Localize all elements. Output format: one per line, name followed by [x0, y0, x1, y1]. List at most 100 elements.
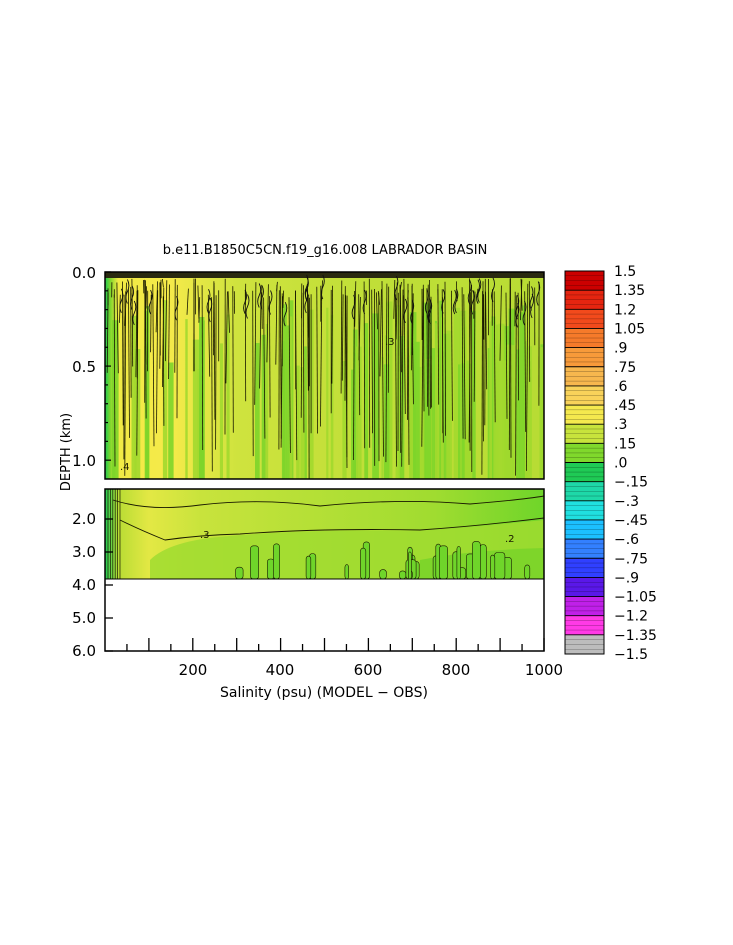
contour-line: [304, 276, 309, 302]
contour-line: [145, 286, 147, 309]
contour-line: [421, 284, 424, 447]
contour-streak: [296, 365, 300, 479]
contour-line: [275, 284, 278, 365]
contour-line: [243, 289, 248, 315]
contour-streak: [430, 348, 436, 479]
contour-line: [162, 296, 165, 426]
contour-streak: [168, 362, 174, 479]
axis-ticks: [105, 271, 545, 652]
contour-line: [456, 281, 458, 302]
contour-streak: [185, 319, 188, 479]
contour-line: [461, 287, 464, 439]
colorbar-swatch: [565, 405, 604, 425]
colorbar-swatch: [565, 481, 604, 502]
y-tick-label: 0.5: [72, 358, 96, 376]
contour-line: [295, 290, 298, 461]
colorbar-label: −.6: [614, 532, 639, 548]
colorbar-label: −1.2: [614, 609, 648, 625]
colorbar-swatch: [565, 424, 604, 444]
contour-line: [515, 295, 517, 476]
colorbar-swatch: [565, 596, 604, 617]
contour-line: [520, 278, 523, 311]
contour-line: [207, 294, 211, 377]
contour-streak: [192, 339, 200, 479]
contour-line: [451, 290, 453, 421]
contour-line: [124, 291, 127, 476]
contour-streak: [389, 334, 393, 479]
contour-line: [403, 278, 406, 415]
contour-label: .3: [200, 530, 210, 541]
contour-line: [362, 289, 367, 315]
contour-streak: [519, 312, 525, 479]
contour-line: [400, 290, 402, 373]
colorbar-swatch: [565, 385, 604, 406]
contour-line: [371, 289, 373, 434]
contour-line: [437, 284, 440, 405]
contour-line: [302, 285, 305, 433]
contour-line: [429, 279, 431, 409]
contour-line: [260, 285, 264, 310]
contour-line: [119, 517, 544, 541]
contour-line: [245, 294, 250, 319]
contour-streak: [516, 349, 520, 479]
colorbar-label: −1.5: [614, 647, 648, 663]
contour-line: [282, 290, 284, 309]
contour-streak: [255, 343, 260, 479]
contour-line: [520, 279, 523, 321]
contour-streak: [364, 323, 369, 479]
contour-streak: [353, 353, 358, 479]
contour-line: [263, 297, 266, 439]
contour-blob: [456, 546, 461, 579]
contour-streak: [112, 327, 116, 479]
upper-panel: .3 .4: [104, 271, 545, 480]
chart-title: b.e11.B1850C5CN.f19_g16.008 LABRADOR BAS…: [163, 243, 488, 258]
contour-line: [288, 297, 291, 454]
colorbar-swatch: [565, 328, 604, 349]
colorbar-label: −1.05: [614, 590, 657, 606]
contour-line: [232, 286, 234, 433]
contour-line: [426, 288, 428, 407]
contour-line: [122, 281, 124, 426]
contour-line: [428, 299, 433, 325]
contour-streak: [409, 355, 413, 479]
y-tick-label: 4.0: [72, 576, 96, 594]
contour-blob: [273, 543, 280, 579]
contour-line: [268, 290, 273, 315]
contour-line: [394, 275, 399, 301]
colorbar-label: −.15: [614, 475, 648, 491]
contour-line: [215, 295, 217, 450]
contour-line: [112, 495, 544, 509]
contour-line: [522, 300, 527, 326]
contour-line: [452, 289, 457, 315]
contour-line: [276, 281, 278, 292]
contour-line: [162, 278, 164, 288]
contour-line: [206, 288, 211, 314]
contour-line: [148, 289, 153, 315]
contour-line: [269, 296, 271, 418]
colorbar-swatch: [565, 347, 604, 368]
contour-line: [168, 284, 170, 380]
contour-line: [481, 291, 483, 475]
contour-line: [363, 281, 366, 449]
contour-line: [468, 278, 471, 451]
colorbar-swatch: [565, 462, 604, 483]
contour-line: [201, 285, 204, 451]
contour-streak: [304, 346, 307, 479]
contour-line: [252, 290, 254, 457]
contour-line: [119, 288, 124, 314]
contour-line: [403, 298, 408, 324]
contour-line: [529, 286, 534, 311]
colorbar-label: .0: [614, 456, 627, 472]
contour-line: [174, 295, 179, 321]
contour-line: [463, 294, 466, 440]
y-tick-label: 2.0: [72, 510, 96, 528]
contour-streak: [436, 347, 442, 479]
contour-line: [316, 286, 318, 434]
contour-line: [508, 278, 511, 451]
contour-line: [376, 292, 378, 330]
contour-streak: [446, 330, 453, 479]
contour-line: [130, 285, 135, 311]
contour-line: [399, 284, 402, 453]
contour-line: [354, 281, 357, 327]
